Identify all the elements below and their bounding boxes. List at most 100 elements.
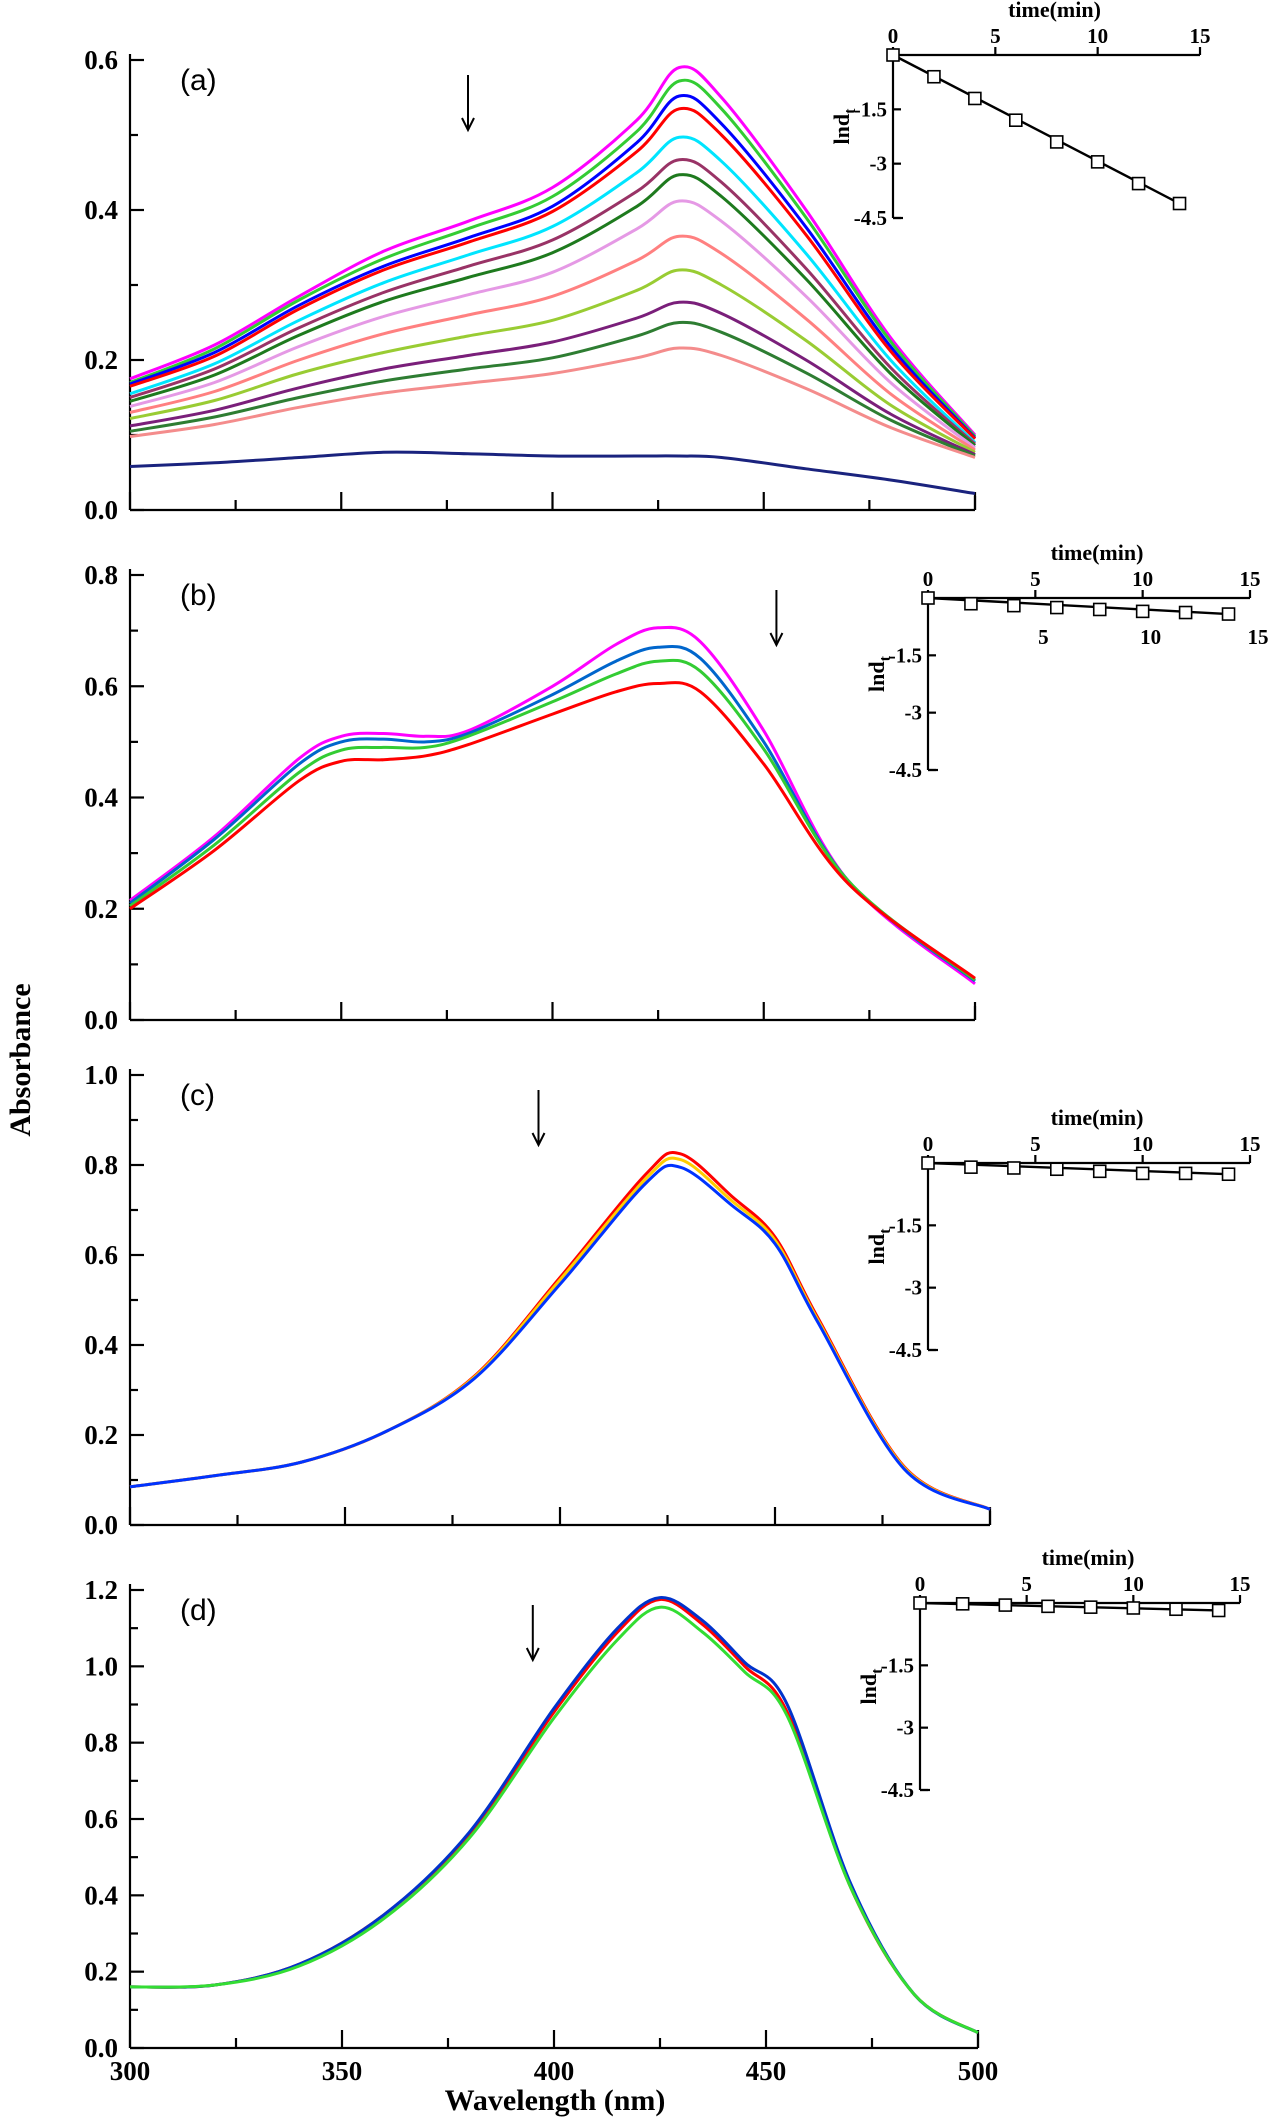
inset-y-tick-label: -4.5 <box>889 1338 922 1362</box>
x-tick-labels: 300 350 400 450 500 <box>110 2056 999 2086</box>
inset-plot: 0 5 10 15 5 10 15 -1.5 -3 -4.5 time(min) lndt <box>864 540 1269 782</box>
panels: 0.0 0.2 0.4 0.6 (a) 0 5 10 15 -1.5 -3 -4.5 time(min)… <box>84 0 1268 2063</box>
y-tick-label: 1.2 <box>84 1575 118 1605</box>
spectrum-curve-10 <box>129 268 976 454</box>
inset-point <box>998 1598 1013 1612</box>
inset-point <box>1008 113 1023 127</box>
inset-fit-line <box>892 53 1181 205</box>
y-tick-label: 0.4 <box>84 1880 118 1910</box>
inset-x-tick-label: 5 <box>1030 1132 1041 1156</box>
y-tick-label: 0.0 <box>84 1510 118 1540</box>
inset-point <box>1092 602 1107 617</box>
spectrum-curve-9 <box>129 234 976 452</box>
inset-y-tick-label: -1.5 <box>889 643 922 667</box>
inset-point <box>1092 1164 1107 1179</box>
inset-x-label: time(min) <box>1008 0 1101 22</box>
inset-plot: 0 5 10 15 -1.5 -3 -4.5 time(min) lndt <box>856 1545 1251 1802</box>
inset-x-tick-label: 10 <box>1123 1572 1144 1596</box>
inset-point <box>1172 196 1187 211</box>
y-tick-label: 0.4 <box>84 783 118 813</box>
x-tick-label: 300 <box>110 2056 151 2086</box>
inset-x-tick-label: 5 <box>990 24 1001 48</box>
x-tick-label: 450 <box>746 2056 787 2086</box>
y-tick-label: 0.6 <box>84 671 118 701</box>
panel-b: 0.0 0.2 0.4 0.6 0.8 (b) 0 5 10 15 5 10 15 -1.5 -3 -4.5 t… <box>84 540 1268 1035</box>
inset-y-label: lndt <box>856 1668 886 1705</box>
inset-y-tick-label: -4.5 <box>854 206 887 230</box>
inset-point <box>1041 1599 1055 1614</box>
inset-point <box>964 1160 978 1174</box>
inset-y-label: lndt <box>829 108 859 145</box>
decrease-arrow <box>531 1090 546 1148</box>
y-tick-label: 0.6 <box>84 1240 118 1270</box>
spectrum-curve-11 <box>129 300 976 456</box>
inset-point <box>964 596 978 611</box>
panel-label: (b) <box>180 579 217 612</box>
spectrum-curve-5 <box>129 135 977 444</box>
inset-x-tick-label: 10 <box>1087 24 1108 48</box>
y-axis-label: Absorbance <box>4 983 37 1136</box>
y-tick-label: 1.0 <box>84 1060 118 1090</box>
spectrum-curve-4 <box>129 681 976 980</box>
inset-point <box>1050 1162 1064 1177</box>
spectrum-curve-3 <box>129 1605 979 2035</box>
inset-x-label: time(min) <box>1051 1105 1144 1130</box>
inset-fit-line <box>927 1161 1229 1176</box>
inset-x-tick-label: 10 <box>1132 567 1153 591</box>
spectrum-curve-1 <box>129 1597 979 2035</box>
spectrum-curve-2 <box>129 644 976 983</box>
x-tick-label: 350 <box>322 2056 363 2086</box>
spectrum-curve-2 <box>129 1156 991 1511</box>
spectrum-curve-3 <box>129 93 977 440</box>
y-tick-label: 0.8 <box>84 1728 118 1758</box>
y-tick-label: 0.4 <box>84 195 118 225</box>
inset-x-tick-label: 0 <box>915 1572 926 1596</box>
inset-x-tick-label-secondary: 10 <box>1140 625 1161 649</box>
inset-plot: 0 5 10 15 -1.5 -3 -4.5 time(min) lndt <box>864 1105 1261 1362</box>
inset-x-tick-label: 5 <box>1030 567 1041 591</box>
spectrum-curve-1 <box>129 65 977 436</box>
inset-y-tick-label: -1.5 <box>854 97 887 121</box>
inset-x-tick-label-secondary: 15 <box>1248 625 1269 649</box>
inset-point <box>1178 1166 1193 1181</box>
inset-point <box>1050 600 1064 615</box>
inset-point <box>1007 598 1021 613</box>
inset-point <box>968 91 982 106</box>
spectrum-curve-13 <box>129 346 976 459</box>
inset-y-label: lndt <box>864 655 894 692</box>
panel-label: (d) <box>180 1594 217 1627</box>
y-tick-label: 0.6 <box>84 45 118 75</box>
inset-y-label: lndt <box>864 1228 894 1265</box>
spectrum-curve-12 <box>129 320 976 458</box>
spectrum-curve-1 <box>129 625 976 985</box>
inset-point <box>1135 604 1150 619</box>
decrease-arrow <box>525 1605 540 1663</box>
inset-point <box>927 69 941 84</box>
y-tick-label: 0.8 <box>84 1150 118 1180</box>
inset-point <box>1211 1603 1226 1618</box>
inset-point <box>1131 176 1146 191</box>
inset-point <box>1221 1167 1236 1182</box>
y-tick-label: 0.0 <box>84 495 118 525</box>
x-tick-label: 500 <box>958 2056 999 2086</box>
y-tick-label: 0.8 <box>84 560 118 590</box>
inset-point <box>1169 1602 1183 1617</box>
inset-y-tick-label: -3 <box>897 1716 915 1740</box>
inset-point <box>921 1156 935 1170</box>
inset-x-tick-label: 15 <box>1240 1132 1261 1156</box>
inset-x-tick-label: 0 <box>923 1132 934 1156</box>
inset-y-tick-label: -3 <box>870 152 888 176</box>
inset-y-tick-label: -3 <box>905 701 923 725</box>
inset-point <box>1007 1161 1021 1175</box>
spectrum-curve-2 <box>129 1596 979 2035</box>
y-tick-label: 0.0 <box>84 2033 118 2063</box>
y-tick-label: 0.0 <box>84 1005 118 1035</box>
inset-y-tick-label: -4.5 <box>881 1778 914 1802</box>
y-tick-label: 0.2 <box>84 345 118 375</box>
inset-y-tick-label: -3 <box>905 1276 923 1300</box>
spectrum-curve-7 <box>129 173 976 447</box>
spectrum-curve-3 <box>129 1163 991 1511</box>
spectrum-curve-14 <box>129 450 976 495</box>
inset-point <box>1178 605 1193 620</box>
